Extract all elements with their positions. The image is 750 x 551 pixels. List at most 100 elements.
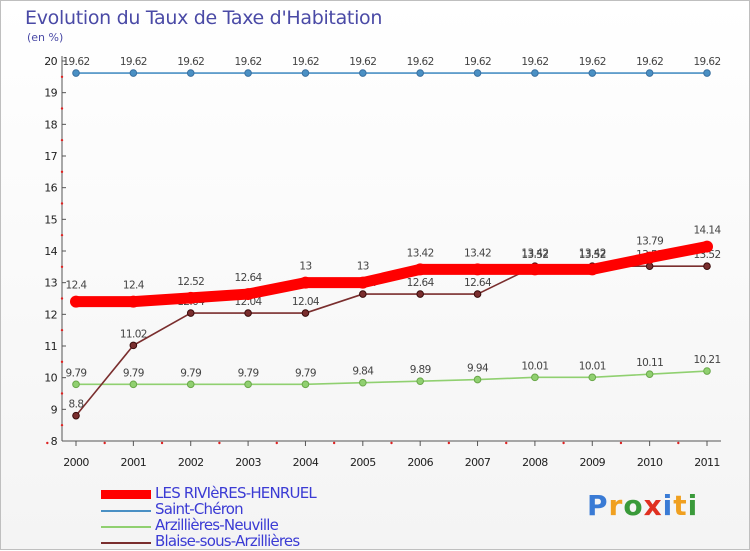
point-blaise-sous-arzillieres-2006 [416,290,424,298]
x-tick-label-2003: 2003 [235,456,261,469]
point-saint-cheron-2011 [703,69,711,77]
point-arzillieres-neuville-2002 [186,380,195,389]
point-arzillieres-neuville-2007 [473,375,482,384]
data-label-arzillieres-neuville-2005: 9.84 [352,366,374,378]
point-saint-cheron-2003 [244,69,252,77]
logo-letter: P [587,489,609,522]
point-arzillieres-neuville-2003 [244,380,252,389]
y-tick-label-13: 13 [44,277,57,290]
data-label-les-rivieres-henruel-2008: 13.42 [521,247,548,259]
logo-letter: i [687,489,699,522]
x-tick-label-2010: 2010 [637,456,663,469]
point-blaise-sous-arzillieres-2003 [244,309,252,317]
x-minor-tick-2003 [218,441,221,445]
point-les-rivieres-henruel-2006 [414,263,427,276]
x-minor-tick-2001 [103,441,106,445]
data-label-blaise-sous-arzillieres-2000: 8.8 [69,399,84,411]
data-label-saint-cheron-2008: 19.62 [521,56,548,68]
point-les-rivieres-henruel-2004 [299,276,312,289]
y-tick-label-9: 9 [51,403,58,416]
legend-label-saint-cheron: Saint-Chéron [155,500,244,518]
y-minor-tick-14 [60,233,64,237]
x-minor-tick-2005 [332,441,336,445]
y-minor-tick-18 [60,107,64,110]
point-saint-cheron-2005 [359,69,367,77]
point-arzillieres-neuville-2009 [588,373,597,382]
y-tick-label-18: 18 [44,118,57,131]
x-tick-label-2002: 2002 [178,456,204,469]
y-minor-tick-19 [60,75,64,79]
x-tick-label-2000: 2000 [63,456,89,469]
data-label-arzillieres-neuville-2004: 9.79 [295,367,316,379]
y-minor-tick-17 [60,138,64,142]
point-les-rivieres-henruel-2007 [471,263,484,276]
legend-swatch-les-rivieres-henruel [101,490,151,499]
point-saint-cheron-2008 [531,69,539,77]
data-label-saint-cheron-2009: 19.62 [579,56,606,68]
point-les-rivieres-henruel-2001 [127,295,140,308]
point-les-rivieres-henruel-2005 [356,276,369,289]
y-tick-label-19: 19 [44,87,57,100]
data-label-arzillieres-neuville-2011: 10.21 [693,354,720,366]
x-tick-label-2004: 2004 [293,456,319,469]
y-tick-label-17: 17 [44,150,57,163]
y-tick-label-8: 8 [51,435,58,448]
y-minor-tick-15 [60,202,64,205]
series-line-les-rivieres-henruel [70,241,713,308]
logo-letter: t [673,489,688,522]
point-arzillieres-neuville-2004 [301,380,310,389]
point-blaise-sous-arzillieres-2002 [186,309,195,317]
legend-swatch-saint-cheron [101,510,151,512]
logo-letter: o [623,489,644,522]
point-les-rivieres-henruel-2003 [242,288,255,301]
data-label-les-rivieres-henruel-2003: 12.64 [235,272,263,284]
data-label-arzillieres-neuville-2006: 9.89 [410,364,431,376]
point-arzillieres-neuville-2006 [416,377,424,385]
point-saint-cheron-2001 [129,69,138,77]
point-les-rivieres-henruel-2010 [643,251,656,264]
data-label-saint-cheron-2003: 19.62 [235,56,262,68]
data-label-saint-cheron-2002: 19.62 [177,56,204,68]
y-tick-label-12: 12 [44,308,57,321]
series-line-arzillieres-neuville [75,370,708,386]
data-label-arzillieres-neuville-2000: 9.79 [66,367,87,379]
data-label-blaise-sous-arzillieres-2008: 13.52 [521,249,548,261]
series-line-blaise-sous-arzillieres [75,265,708,417]
point-les-rivieres-henruel-2000 [70,295,82,308]
data-label-arzillieres-neuville-2002: 9.79 [180,367,201,379]
y-minor-tick-9 [60,392,64,395]
data-label-saint-cheron-2004: 19.62 [292,56,319,68]
point-saint-cheron-2010 [645,69,654,77]
data-label-les-rivieres-henruel-2002: 12.52 [177,276,204,288]
data-label-blaise-sous-arzillieres-2009: 13.52 [579,249,606,261]
chart-subtitle: (en %) [27,31,64,44]
point-blaise-sous-arzillieres-2007 [473,290,482,298]
y-tick-label-14: 14 [44,245,57,258]
x-tick-label-2011: 2011 [694,456,720,469]
y-minor-tick-16 [60,170,64,174]
y-minor-tick-13 [60,265,64,269]
point-arzillieres-neuville-2011 [703,367,711,375]
point-saint-cheron-2007 [473,69,482,77]
point-blaise-sous-arzillieres-2000 [72,411,80,420]
data-label-arzillieres-neuville-2003: 9.79 [238,367,259,379]
data-label-saint-cheron-2007: 19.62 [464,56,491,68]
data-label-saint-cheron-2006: 19.62 [407,56,434,68]
x-minor-tick-2008 [505,441,508,445]
x-minor-tick-2006 [390,441,393,445]
x-minor-tick-2007 [447,441,451,445]
logo-letter: r [608,489,624,522]
data-label-blaise-sous-arzillieres-2001: 11.02 [120,328,147,340]
data-label-blaise-sous-arzillieres-2004: 12.04 [292,296,320,308]
data-label-saint-cheron-2011: 19.62 [693,56,720,68]
data-label-blaise-sous-arzillieres-2006: 12.64 [407,277,435,289]
point-arzillieres-neuville-2008 [531,373,539,382]
point-blaise-sous-arzillieres-2010 [645,262,654,271]
data-label-les-rivieres-henruel-2009: 13.42 [579,247,606,259]
data-label-blaise-sous-arzillieres-2007: 12.64 [464,277,492,289]
x-minor-tick-2000 [46,441,49,445]
point-les-rivieres-henruel-2011 [701,240,713,253]
point-arzillieres-neuville-2001 [129,380,138,389]
legend-swatch-arzillieres-neuville [101,526,151,528]
